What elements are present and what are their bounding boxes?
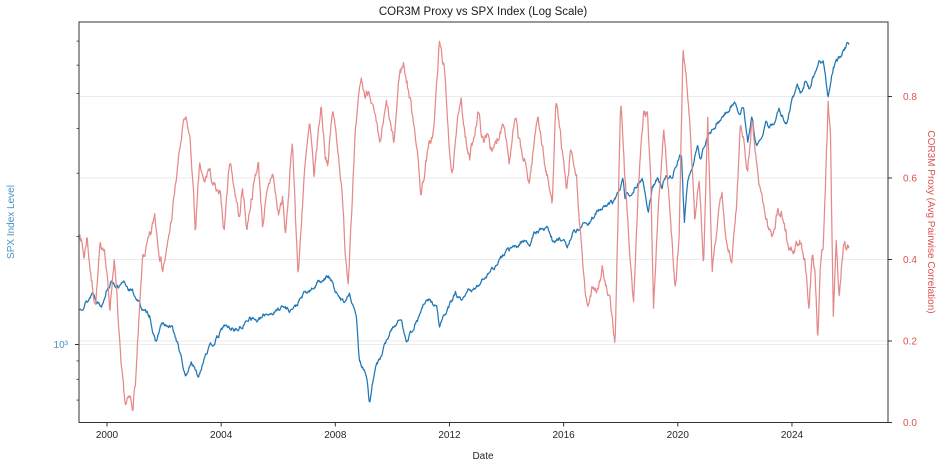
left-axis-ticks: 10³ bbox=[54, 40, 79, 401]
right-tick-label: 0.2 bbox=[903, 337, 917, 348]
right-tick-label: 0.6 bbox=[903, 174, 917, 185]
left-axis-label: SPX Index Level bbox=[6, 185, 17, 259]
cor3m-series-line bbox=[79, 40, 850, 411]
x-tick-label: 2012 bbox=[438, 430, 461, 441]
right-axis-label: COR3M Proxy (Avg Pairwise Correlation) bbox=[925, 130, 936, 313]
right-tick-label: 0.0 bbox=[903, 418, 917, 429]
chart-title: COR3M Proxy vs SPX Index (Log Scale) bbox=[379, 6, 588, 18]
x-tick-label: 2016 bbox=[553, 430, 576, 441]
x-tick-label: 2020 bbox=[667, 430, 690, 441]
spx-series-line bbox=[79, 41, 850, 403]
x-tick-label: 2024 bbox=[781, 430, 804, 441]
right-tick-label: 0.4 bbox=[903, 255, 917, 266]
plot-border bbox=[78, 21, 889, 423]
x-tick-label: 2004 bbox=[210, 430, 233, 441]
x-tick-label: 2008 bbox=[324, 430, 347, 441]
right-tick-label: 0.8 bbox=[903, 92, 917, 103]
right-axis-ticks: 0.0 0.2 0.4 0.6 0.8 bbox=[888, 92, 917, 429]
x-tick-label: 2000 bbox=[96, 430, 119, 441]
x-axis-label: Date bbox=[472, 451, 494, 462]
x-axis-ticks: 2000 2004 2008 2012 2016 2020 2024 bbox=[96, 422, 804, 441]
left-tick-label: 10³ bbox=[54, 340, 69, 351]
